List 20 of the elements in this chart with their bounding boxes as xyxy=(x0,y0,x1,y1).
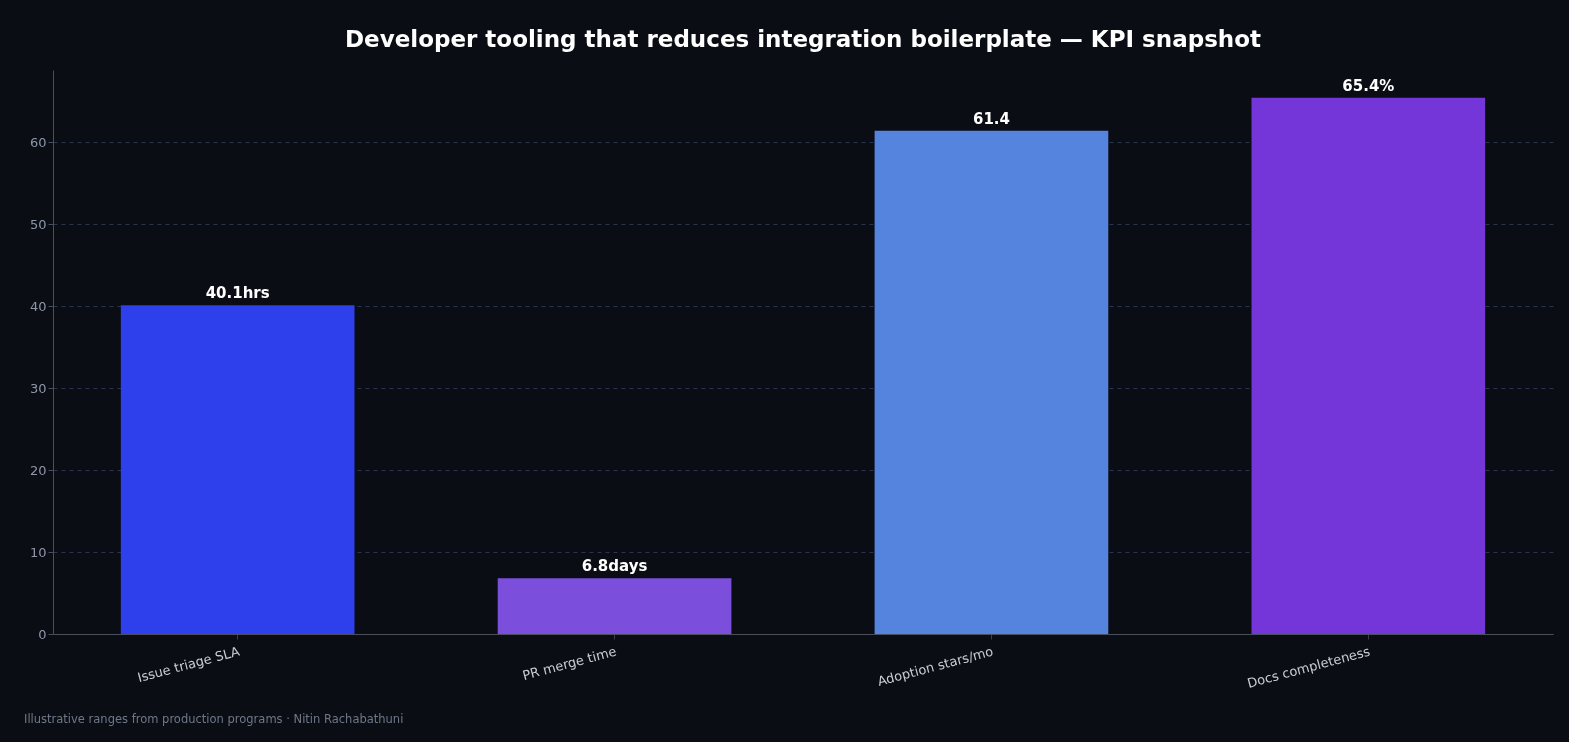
x-tick-label: PR merge time xyxy=(520,643,618,684)
y-tick-label: 10 xyxy=(29,544,47,560)
x-tick-label: Adoption stars/mo xyxy=(875,643,995,689)
data-label: 40.1hrs xyxy=(205,284,270,303)
y-tick-label: 60 xyxy=(29,134,47,150)
data-label: 65.4% xyxy=(1342,76,1395,95)
bar xyxy=(874,130,1109,634)
data-label: 61.4 xyxy=(972,109,1010,128)
bar xyxy=(1251,97,1486,634)
bar xyxy=(497,578,732,634)
y-tick-label: 0 xyxy=(38,626,47,642)
y-tick-label: 20 xyxy=(29,462,47,478)
y-tick-label: 40 xyxy=(29,298,47,314)
data-label: 6.8days xyxy=(581,557,648,576)
x-tick-label: Issue triage SLA xyxy=(135,643,242,686)
bar xyxy=(120,305,355,634)
y-tick-label: 30 xyxy=(29,380,47,396)
y-tick-label: 50 xyxy=(29,216,47,232)
text: Illustrative ranges from production programs · Nitin Rachabathuni xyxy=(24,712,404,726)
chart-title: Developer tooling that reduces integration boilerplate — KPI snapshot xyxy=(344,26,1262,52)
